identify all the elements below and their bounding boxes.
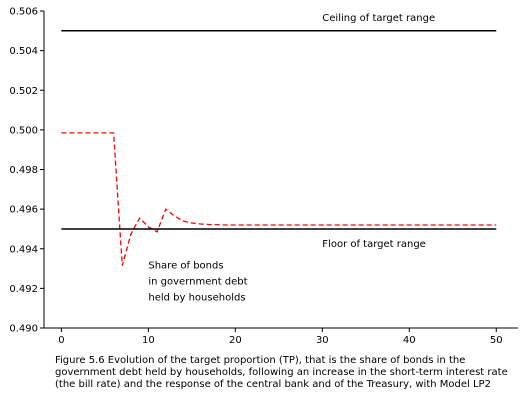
x-tick-label: 30 <box>316 335 329 346</box>
y-tick-label: 0.506 <box>9 7 38 18</box>
x-tick-label: 20 <box>229 335 242 346</box>
x-tick-label: 50 <box>490 335 503 346</box>
annotations: Ceiling of target range Floor of target r… <box>148 13 435 303</box>
y-tick-label: 0.492 <box>9 284 38 295</box>
x-tick-label: 0 <box>58 335 64 346</box>
figure-caption: Figure 5.6 Evolution of the target propo… <box>55 355 508 390</box>
annotation-text: held by households <box>148 292 245 303</box>
x-tick-label: 10 <box>142 335 155 346</box>
x-tick-label: 40 <box>403 335 416 346</box>
y-tick-label: 0.494 <box>9 244 38 255</box>
y-tick-label: 0.500 <box>9 125 38 136</box>
axes: 0.490 0.492 0.494 0.496 0.498 0.500 0.502 0.504… <box>9 7 518 346</box>
y-tick-label: 0.490 <box>9 324 38 335</box>
series-line-households-share <box>61 132 497 266</box>
y-tick-label: 0.496 <box>9 205 38 216</box>
annotation-text: in government debt <box>148 276 247 287</box>
series-layer <box>61 30 497 266</box>
y-tick-label: 0.504 <box>9 46 38 57</box>
y-tick-label: 0.498 <box>9 165 38 176</box>
y-tick-label: 0.502 <box>9 86 38 97</box>
annotation-text: Floor of target range <box>322 239 426 250</box>
annotation-text: Share of bonds <box>148 261 223 272</box>
annotation-text: Ceiling of target range <box>322 13 435 24</box>
